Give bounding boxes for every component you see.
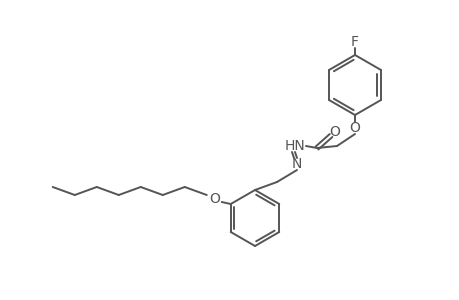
Text: O: O — [349, 121, 360, 135]
Text: O: O — [329, 125, 340, 139]
Text: N: N — [291, 157, 302, 171]
Text: HN: HN — [284, 139, 305, 153]
Text: O: O — [209, 192, 220, 206]
Text: F: F — [350, 35, 358, 49]
